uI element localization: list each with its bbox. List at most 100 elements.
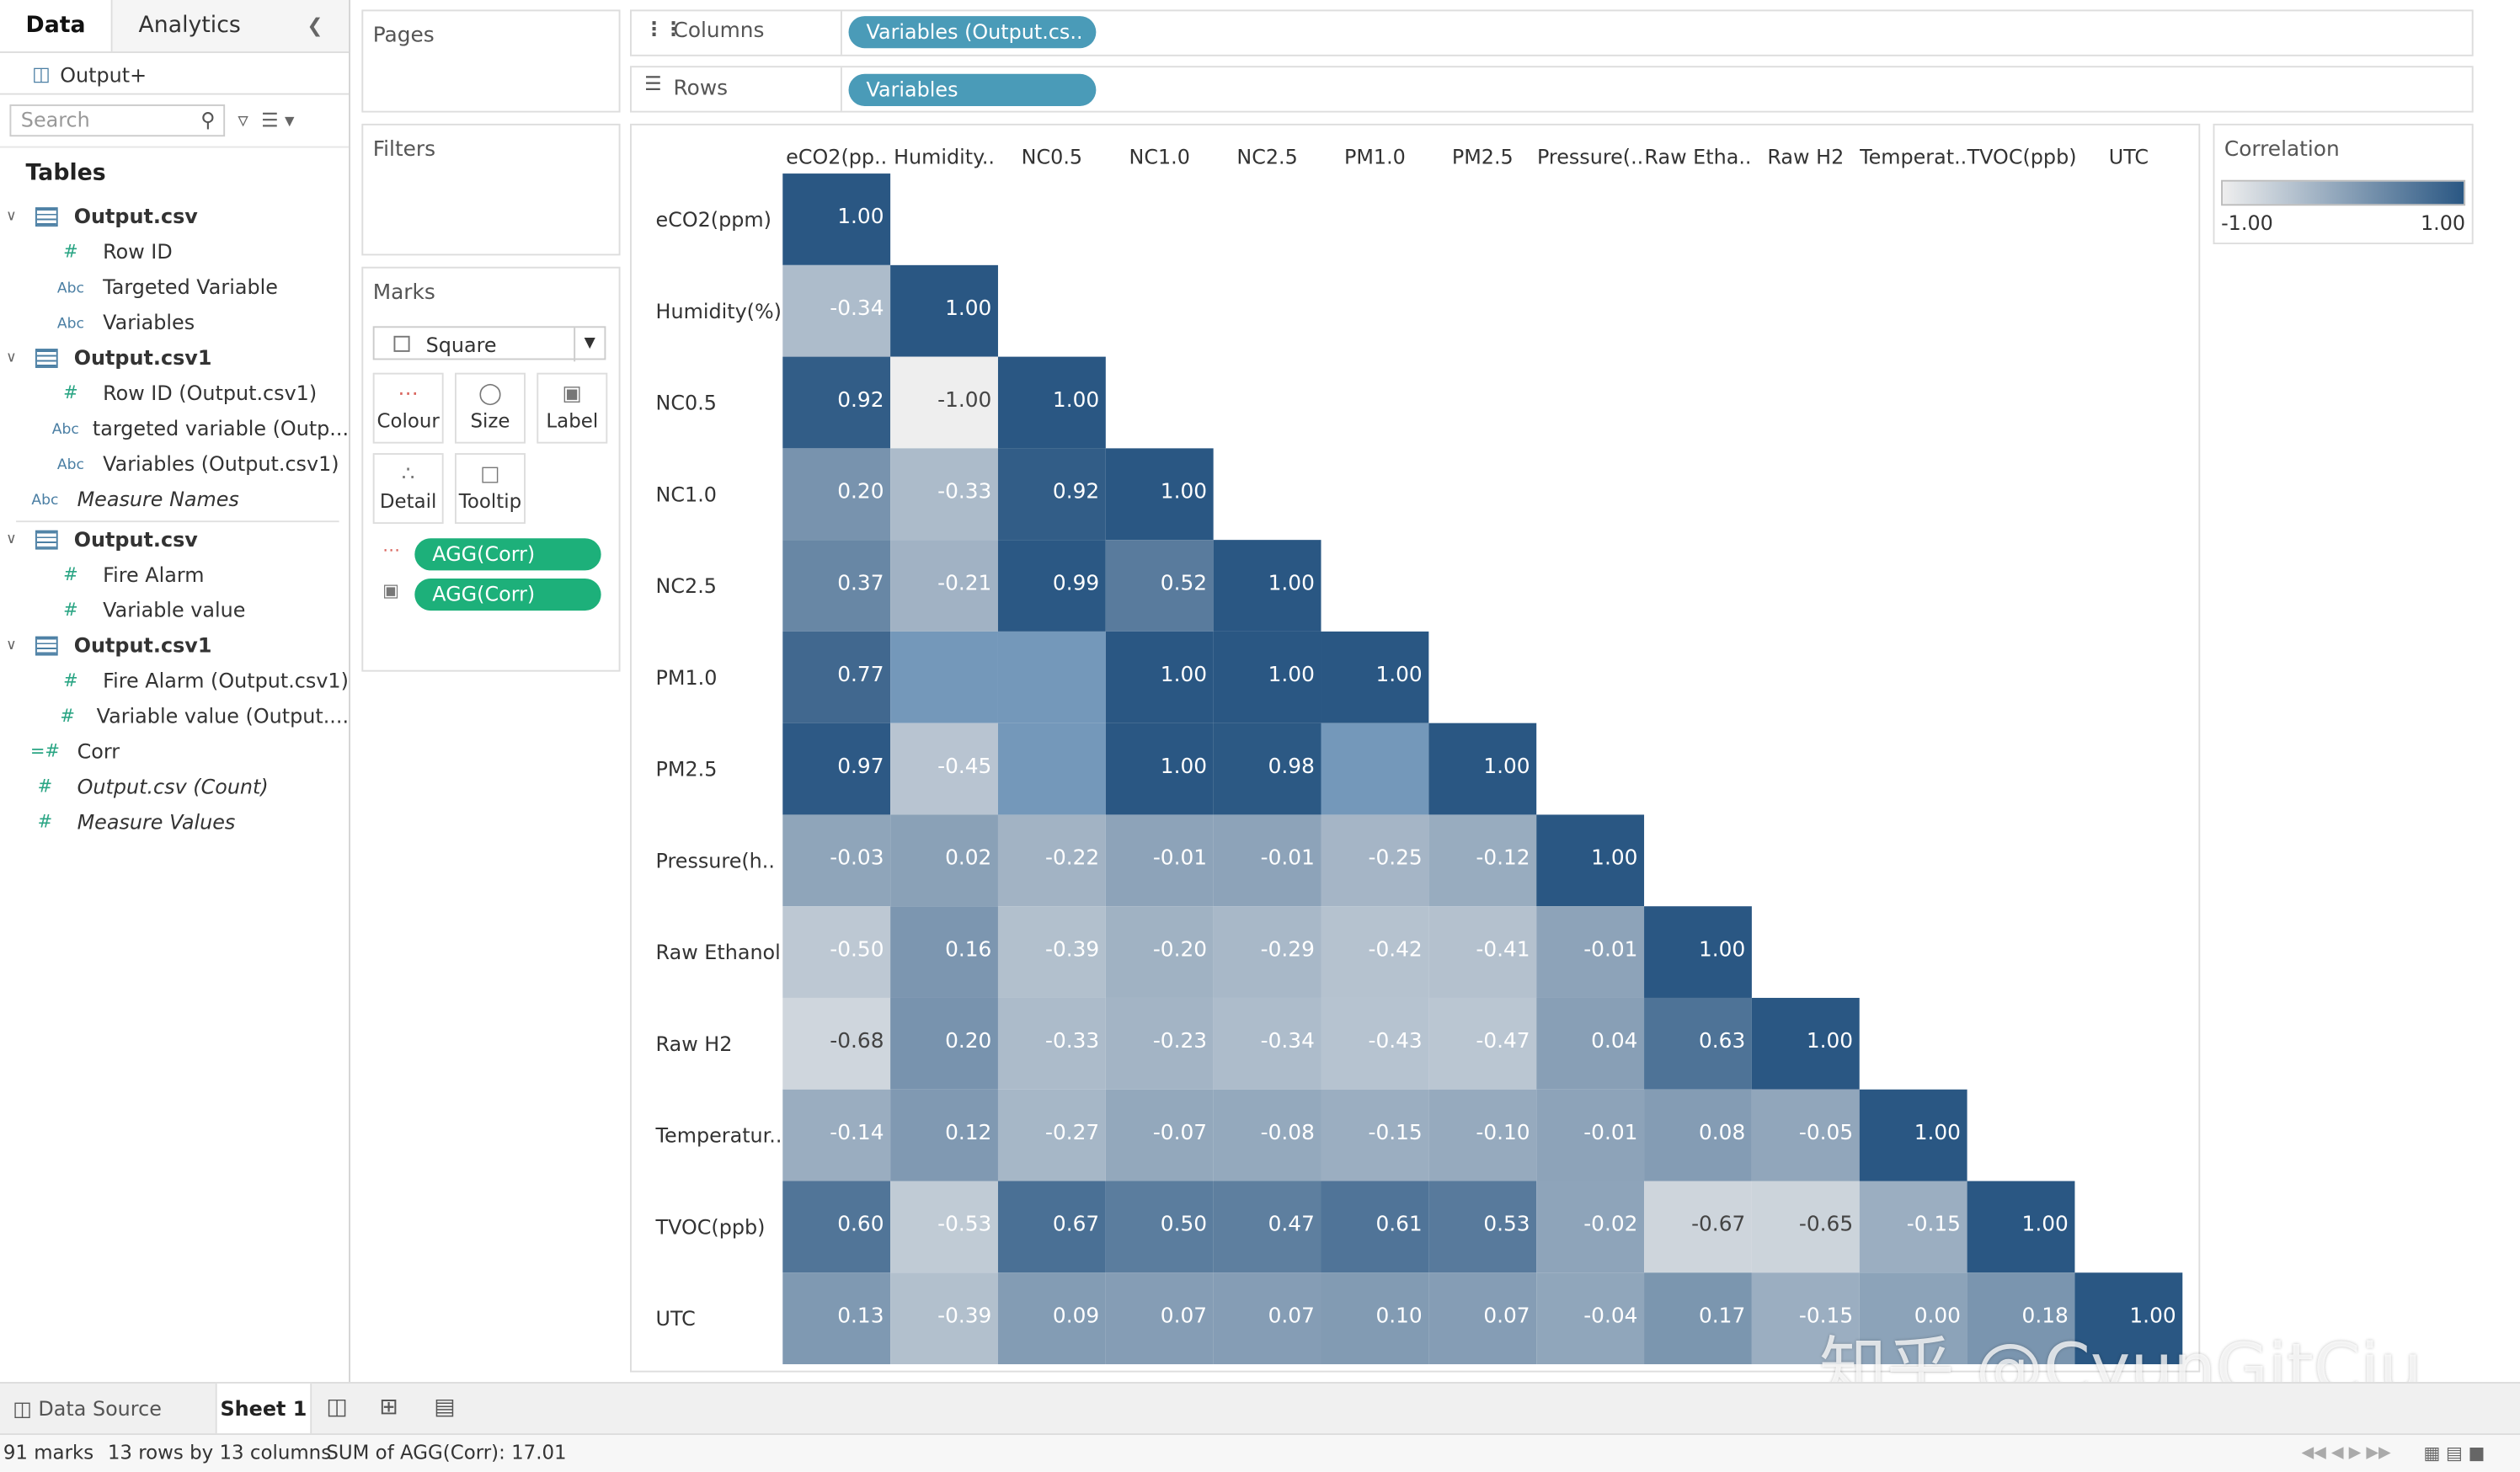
sheet-nav-icon[interactable]: ◀◀ ◀ ▶ ▶▶ — [2301, 1444, 2391, 1463]
heatmap-cell[interactable] — [890, 631, 998, 723]
heatmap-cell[interactable]: -0.01 — [1105, 814, 1214, 907]
field-item[interactable]: # Row ID (Output.csv1) — [0, 376, 349, 412]
correlation-legend[interactable]: Correlation -1.00 1.00 — [2213, 123, 2474, 245]
heatmap-cell[interactable]: 0.52 — [1105, 540, 1214, 632]
heatmap-cell[interactable]: 0.16 — [890, 906, 998, 998]
heatmap-cell[interactable]: 0.47 — [1213, 1181, 1321, 1273]
heatmap-cell[interactable]: -0.50 — [782, 906, 891, 998]
heatmap-cell[interactable]: 1.00 — [1213, 540, 1321, 632]
datasource-row[interactable]: ◫ Output+ — [0, 53, 350, 95]
heatmap-cell[interactable]: 0.18 — [1967, 1272, 2075, 1365]
heatmap-cell[interactable]: -0.22 — [997, 814, 1106, 907]
heatmap-cell[interactable]: 1.00 — [1105, 723, 1214, 815]
column-header[interactable]: PM1.0 — [1343, 144, 1406, 169]
pages-shelf[interactable]: Pages — [361, 9, 621, 113]
column-header[interactable]: Pressure(.. — [1536, 144, 1644, 169]
new-dashboard-icon[interactable]: ⊞ — [379, 1395, 398, 1421]
row-header[interactable]: Humidity(%) — [655, 298, 782, 323]
field-item[interactable]: =# Corr — [0, 734, 349, 770]
heatmap-cell[interactable]: 0.60 — [782, 1181, 891, 1273]
heatmap-cell[interactable]: 1.00 — [1105, 631, 1214, 723]
heatmap-cell[interactable]: -0.04 — [1536, 1272, 1645, 1365]
label-field-pill[interactable]: AGG(Corr) — [414, 578, 601, 611]
heatmap-cell[interactable]: 1.00 — [1428, 723, 1537, 815]
heatmap-cell[interactable]: 0.17 — [1644, 1272, 1752, 1365]
detail-button[interactable]: ∴ Detail — [372, 453, 444, 525]
heatmap-cell[interactable]: -0.15 — [1751, 1272, 1860, 1365]
row-header[interactable]: NC1.0 — [655, 482, 717, 507]
field-item[interactable]: # Variable value — [0, 593, 349, 628]
heatmap-cell[interactable]: -0.21 — [890, 540, 998, 632]
heatmap-cell[interactable]: 0.02 — [890, 814, 998, 907]
colour-field-pill[interactable]: AGG(Corr) — [414, 538, 601, 571]
column-header[interactable]: Raw Etha.. — [1644, 144, 1752, 169]
heatmap-cell[interactable]: -0.01 — [1536, 1089, 1645, 1181]
heatmap-cell[interactable]: 0.00 — [1859, 1272, 1967, 1365]
heatmap-cell[interactable]: -0.15 — [1859, 1181, 1967, 1273]
heatmap-cell[interactable]: -0.33 — [890, 448, 998, 541]
heatmap-cell[interactable]: 0.13 — [782, 1272, 891, 1365]
field-item[interactable]: Abc Variables (Output.csv1) — [0, 446, 349, 482]
columns-field-pill[interactable]: Variables (Output.cs.. — [848, 16, 1097, 49]
table-item[interactable]: ∨ Output.csv — [0, 522, 349, 557]
label-button[interactable]: ▣ Label — [537, 372, 608, 444]
row-header[interactable]: Raw Ethanol — [655, 940, 781, 964]
heatmap-cell[interactable]: -0.43 — [1321, 997, 1429, 1090]
row-header[interactable]: eCO2(ppm) — [655, 207, 771, 232]
heatmap-cell[interactable]: -0.33 — [997, 997, 1106, 1090]
chevron-down-icon[interactable]: ∨ — [6, 637, 17, 654]
mark-type-dropdown[interactable]: Square ▼ — [372, 326, 606, 362]
heatmap-cell[interactable]: -0.03 — [782, 814, 891, 907]
heatmap-cell[interactable]: -0.07 — [1105, 1089, 1214, 1181]
heatmap-cell[interactable]: 0.92 — [782, 356, 891, 449]
heatmap-cell[interactable]: 0.63 — [1644, 997, 1752, 1090]
columns-shelf[interactable]: ⋮⋮ Columns Variables (Output.cs.. — [629, 9, 2474, 56]
heatmap-cell[interactable] — [997, 723, 1106, 815]
heatmap-cell[interactable]: -0.65 — [1751, 1181, 1860, 1273]
heatmap-cell[interactable]: 0.20 — [890, 997, 998, 1090]
heatmap-cell[interactable] — [997, 631, 1106, 723]
heatmap-cell[interactable]: 0.67 — [997, 1181, 1106, 1273]
heatmap-cell[interactable]: 1.00 — [1536, 814, 1645, 907]
column-header[interactable]: Temperat.. — [1860, 144, 1967, 169]
heatmap-cell[interactable]: 0.20 — [782, 448, 891, 541]
column-header[interactable]: NC2.5 — [1236, 144, 1298, 169]
heatmap-cell[interactable]: 1.00 — [1321, 631, 1429, 723]
heatmap-cell[interactable]: -0.39 — [890, 1272, 998, 1365]
heatmap-cell[interactable]: -1.00 — [890, 356, 998, 449]
column-header[interactable]: Humidity.. — [894, 144, 996, 169]
filter-icon[interactable]: ▿ — [238, 108, 248, 133]
heatmap-cell[interactable]: 1.00 — [1644, 906, 1752, 998]
row-header[interactable]: PM2.5 — [655, 756, 718, 781]
heatmap-cell[interactable]: 0.07 — [1213, 1272, 1321, 1365]
heatmap-cell[interactable]: 0.07 — [1105, 1272, 1214, 1365]
heatmap-cell[interactable]: -0.68 — [782, 997, 891, 1090]
row-header[interactable]: Raw H2 — [655, 1032, 733, 1056]
heatmap-cell[interactable] — [1321, 723, 1429, 815]
column-header[interactable]: UTC — [2108, 144, 2149, 169]
row-header[interactable]: UTC — [655, 1306, 696, 1331]
heatmap-cell[interactable]: 0.12 — [890, 1089, 998, 1181]
column-header[interactable]: Raw H2 — [1767, 144, 1845, 169]
heatmap-cell[interactable]: 0.53 — [1428, 1181, 1537, 1273]
heatmap-cell[interactable]: 0.97 — [782, 723, 891, 815]
heatmap-cell[interactable]: -0.01 — [1213, 814, 1321, 907]
colour-button[interactable]: ⋯ Colour — [372, 372, 444, 444]
heatmap-cell[interactable]: 0.50 — [1105, 1181, 1214, 1273]
heatmap-cell[interactable]: -0.29 — [1213, 906, 1321, 998]
size-button[interactable]: ◯ Size — [455, 372, 526, 444]
field-item[interactable]: # Variable value (Output.... — [0, 699, 349, 734]
heatmap-cell[interactable]: 0.98 — [1213, 723, 1321, 815]
tab-analytics[interactable]: Analytics ❮ — [112, 0, 350, 52]
heatmap-cell[interactable]: -0.39 — [997, 906, 1106, 998]
view-toggle-icon[interactable]: ☰ ▾ — [261, 109, 295, 132]
heatmap-cell[interactable]: -0.02 — [1536, 1181, 1645, 1273]
heatmap-cell[interactable]: 1.00 — [1751, 997, 1860, 1090]
heatmap-cell[interactable]: -0.67 — [1644, 1181, 1752, 1273]
heatmap-cell[interactable]: 1.00 — [997, 356, 1106, 449]
sheet-tab[interactable]: Sheet 1 — [215, 1383, 312, 1435]
column-header[interactable]: NC0.5 — [1021, 144, 1083, 169]
heatmap-cell[interactable]: 1.00 — [1967, 1181, 2075, 1273]
heatmap-cell[interactable]: 1.00 — [1105, 448, 1214, 541]
row-header[interactable]: NC2.5 — [655, 573, 717, 598]
